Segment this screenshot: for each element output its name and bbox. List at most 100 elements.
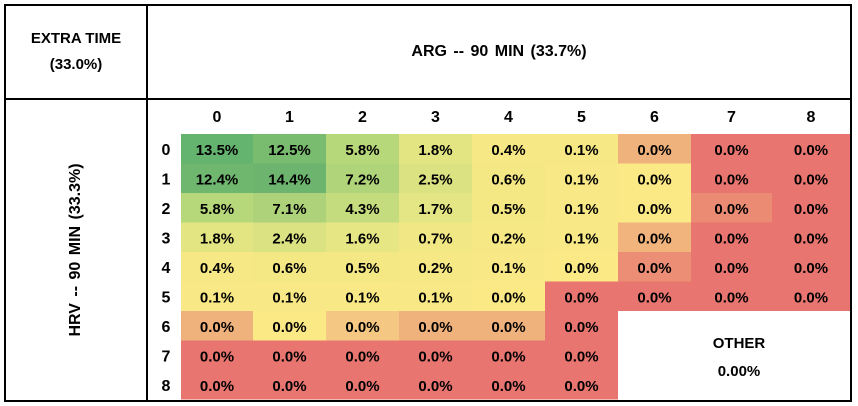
column-header-0: 0 (213, 109, 222, 126)
heatmap-cell-label: 0.0% (714, 171, 748, 188)
heatmap-cell-label: 0.2% (418, 260, 452, 277)
heatmap-cell (326, 311, 399, 341)
heatmap-cell (618, 222, 691, 252)
heatmap-cell (326, 340, 399, 370)
heatmap-cell (326, 252, 399, 282)
heatmap-cell-label: 0.5% (345, 260, 379, 277)
heatmap-cell-label: 0.0% (794, 142, 828, 159)
heatmap-cell (545, 193, 618, 223)
heatmap-cell (691, 193, 772, 223)
heatmap-cell-label: 0.0% (637, 142, 671, 159)
heatmap-cell-label: 13.5% (196, 142, 239, 159)
heatmap-cell (253, 340, 326, 370)
heatmap-cell (181, 193, 253, 223)
heatmap-cell-label: 0.0% (564, 348, 598, 365)
heatmap-cell (472, 281, 545, 311)
heatmap-cell (618, 193, 691, 223)
heatmap-cell-label: 0.0% (794, 171, 828, 188)
heatmap-cell (399, 311, 472, 341)
heatmap-cell (472, 163, 545, 193)
heatmap-cell-label: 0.0% (637, 171, 671, 188)
heatmap-cell-label: 0.0% (714, 142, 748, 159)
other-box: OTHER 0.00% (628, 316, 850, 400)
heatmap-cell (472, 193, 545, 223)
heatmap-cell-label: 0.6% (272, 260, 306, 277)
heatmap-cell (545, 252, 618, 282)
heatmap-cell (618, 163, 691, 193)
heatmap-cell (399, 193, 472, 223)
column-header-6: 6 (650, 109, 659, 126)
heatmap-cell-label: 0.0% (564, 319, 598, 336)
heatmap-cell-label: 0.0% (637, 201, 671, 218)
row-header-0: 0 (162, 142, 171, 159)
column-header-2: 2 (358, 109, 367, 126)
heatmap-cell (472, 222, 545, 252)
heatmap-cell (472, 134, 545, 164)
heatmap-cell-label: 2.5% (418, 171, 452, 188)
heatmap-cell-label: 0.1% (564, 201, 598, 218)
heatmap-cell-label: 1.8% (200, 230, 234, 247)
heatmap-cell (399, 281, 472, 311)
heatmap-cell (772, 281, 850, 311)
heatmap-cell-label: 0.0% (637, 289, 671, 306)
heatmap-cell-label: 0.0% (714, 201, 748, 218)
heatmap-cell (326, 163, 399, 193)
heatmap-cell-label: 0.2% (491, 230, 525, 247)
heatmap-cell (399, 163, 472, 193)
row-header-5: 5 (162, 289, 171, 306)
heatmap-cell (253, 252, 326, 282)
heatmap-cell-label: 0.1% (564, 171, 598, 188)
heatmap-cell-label: 0.1% (272, 289, 306, 306)
heatmap-cell (326, 193, 399, 223)
heatmap-cell (399, 370, 472, 400)
heatmap-cell (253, 222, 326, 252)
heatmap-cell (691, 281, 772, 311)
heatmap-cell-label: 0.0% (345, 319, 379, 336)
heatmap-cell-label: 0.0% (637, 260, 671, 277)
heatmap-cell (181, 134, 253, 164)
heatmap-cell (691, 134, 772, 164)
heatmap-cell-label: 0.0% (714, 230, 748, 247)
heatmap-cell (545, 163, 618, 193)
row-header-4: 4 (162, 260, 171, 277)
heatmap-cell (691, 163, 772, 193)
heatmap-cell-label: 0.4% (491, 142, 525, 159)
heatmap-cell-label: 0.0% (637, 230, 671, 247)
heatmap-cell-label: 0.0% (345, 348, 379, 365)
heatmap-cell (181, 281, 253, 311)
heatmap-cell-label: 2.4% (272, 230, 306, 247)
row-header-6: 6 (162, 319, 171, 336)
heatmap-cell (472, 311, 545, 341)
heatmap-cell (618, 134, 691, 164)
heatmap-cell (181, 163, 253, 193)
heatmap-cell-label: 4.3% (345, 201, 379, 218)
heatmap-cell (399, 222, 472, 252)
heatmap-cell (472, 370, 545, 400)
heatmap-cell-label: 5.8% (200, 201, 234, 218)
heatmap-cell (181, 252, 253, 282)
heatmap-cell (772, 252, 850, 282)
heatmap-cell-label: 0.1% (564, 230, 598, 247)
heatmap-cell-label: 0.0% (564, 378, 598, 395)
heatmap-cell (253, 370, 326, 400)
heatmap-cell-label: 0.1% (345, 289, 379, 306)
column-header-1: 1 (285, 109, 294, 126)
heatmap-cell (253, 193, 326, 223)
heatmap-cell-label: 0.4% (200, 260, 234, 277)
heatmap-cell-label: 5.8% (345, 142, 379, 159)
column-header-8: 8 (807, 109, 816, 126)
heatmap-cell (181, 370, 253, 400)
heatmap-cell (772, 193, 850, 223)
heatmap-cell (181, 311, 253, 341)
heatmap-cell (253, 163, 326, 193)
heatmap-cell-label: 0.6% (491, 171, 525, 188)
heatmap-cell (326, 222, 399, 252)
heatmap-cell (545, 370, 618, 400)
other-label: OTHER (712, 335, 766, 352)
heatmap-cell (399, 134, 472, 164)
heatmap-cell-label: 0.5% (491, 201, 525, 218)
column-header-5: 5 (577, 109, 586, 126)
heatmap-cell-label: 0.0% (491, 348, 525, 365)
heatmap-cell-label: 0.1% (200, 289, 234, 306)
heatmap-cell-label: 0.7% (418, 230, 452, 247)
